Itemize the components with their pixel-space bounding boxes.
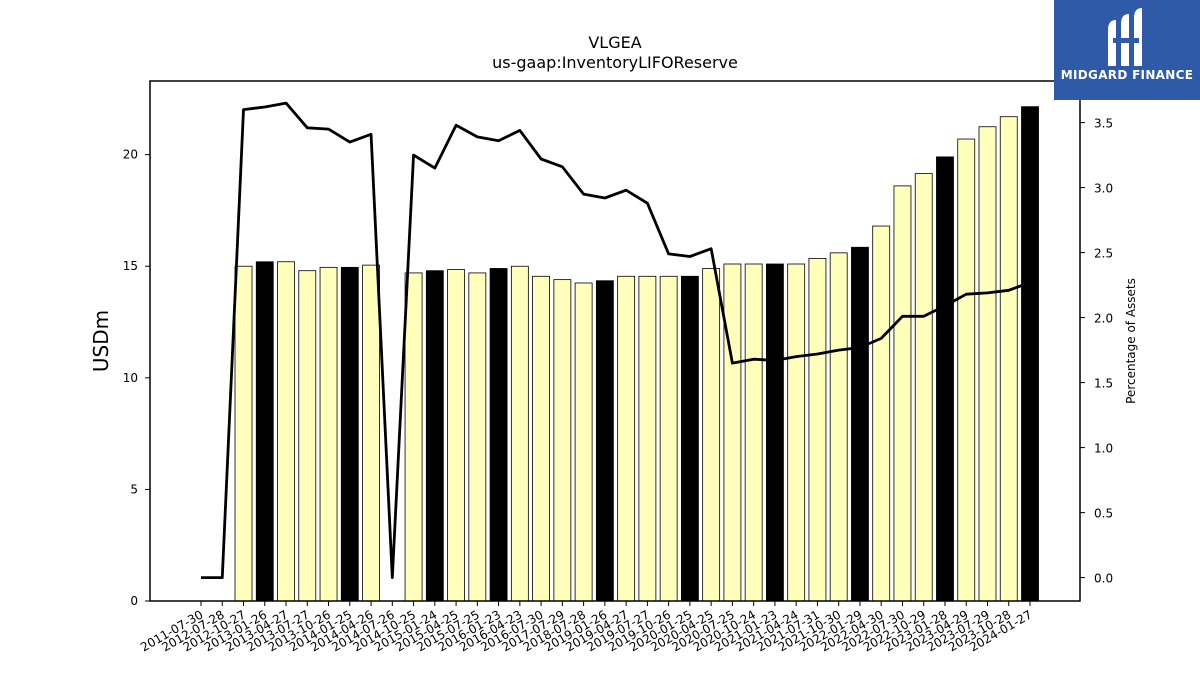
bar-2023-10-28 — [999, 116, 1018, 602]
bar-2023-04-29 — [957, 138, 976, 602]
chart-title: VLGEA — [588, 33, 641, 52]
bar-2017-07-29 — [553, 279, 572, 602]
percentage-of-assets-line — [201, 101, 1031, 579]
bar-2014-04-26 — [362, 264, 380, 602]
midgard-finance-logo: MIDGARD FINANCE — [1054, 0, 1200, 100]
chart-subtitle: us-gaap:InventoryLIFOReserve — [492, 53, 738, 72]
x-axis: 2011-07-302012-07-282012-10-272013-01-26… — [138, 601, 1035, 654]
bar-2020-07-25 — [723, 263, 742, 602]
bar-2020-04-25 — [702, 268, 721, 602]
bar-2022-07-30 — [893, 185, 912, 602]
bar-2019-01-26 — [595, 280, 614, 602]
y-tick-label-right: 0.0 — [1094, 572, 1113, 586]
y-tick-label-right: 3.5 — [1094, 117, 1113, 131]
y-tick-label-right: 0.5 — [1094, 507, 1113, 521]
bar-2013-01-26 — [255, 261, 274, 602]
bar-2021-01-23 — [766, 263, 784, 602]
bar-2012-10-27 — [234, 265, 253, 602]
bar-2024-01-27 — [1021, 106, 1039, 602]
bar-2021-10-30 — [829, 252, 848, 602]
bar-series — [234, 106, 1039, 602]
bar-2015-01-24 — [425, 270, 444, 602]
bar-2014-01-25 — [340, 266, 359, 602]
y-tick-label-left: 20 — [123, 148, 138, 162]
bar-2016-04-23 — [510, 265, 529, 602]
bar-2019-07-27 — [638, 275, 657, 602]
bar-2016-07-30 — [532, 275, 551, 602]
bar-2020-01-25 — [680, 275, 699, 602]
line-series — [201, 101, 1031, 579]
bar-2015-04-25 — [447, 269, 465, 602]
midgard-logo-icon — [1108, 8, 1142, 66]
y-tick-label-left: 5 — [130, 482, 138, 496]
bar-2023-07-29 — [978, 126, 997, 602]
bar-2013-10-26 — [319, 266, 338, 602]
y-tick-label-right: 2.0 — [1094, 312, 1113, 326]
bar-2021-07-31 — [808, 258, 827, 602]
y-tick-label-left: 0 — [130, 594, 138, 608]
bar-2020-10-24 — [744, 263, 763, 602]
bar-2022-04-30 — [872, 225, 891, 602]
y-tick-label-right: 3.0 — [1094, 182, 1113, 196]
y-tick-label-left: 15 — [123, 259, 138, 273]
y-tick-label-right: 1.5 — [1094, 377, 1113, 391]
bar-2022-01-29 — [851, 246, 869, 602]
y-axis-left: 0 5 10 15 20 — [123, 148, 150, 608]
bar-2018-07-28 — [574, 282, 593, 602]
bar-2013-07-27 — [298, 270, 317, 602]
bar-2021-04-24 — [787, 263, 806, 602]
bar-2022-10-29 — [914, 173, 933, 602]
y-axis-label-right: Percentage of Assets — [1124, 278, 1138, 404]
bar-2014-10-25 — [404, 272, 423, 602]
y-axis-right: 0.0 0.5 1.0 1.5 2.0 2.5 3.0 3.5 — [1080, 117, 1113, 586]
y-tick-label-right: 1.0 — [1094, 442, 1113, 456]
bar-2016-01-23 — [489, 268, 508, 602]
bar-2013-04-27 — [277, 261, 295, 602]
y-tick-label-right: 2.5 — [1094, 247, 1113, 261]
bar-2019-04-27 — [617, 275, 636, 602]
bar-2015-07-25 — [468, 272, 487, 602]
y-axis-label-left: USDm — [89, 310, 113, 372]
bar-2023-01-28 — [936, 156, 954, 602]
bar-2019-10-26 — [659, 275, 678, 602]
logo-brand-text: MIDGARD FINANCE — [1060, 68, 1194, 82]
plot-frame — [149, 80, 1081, 602]
y-tick-label-left: 10 — [123, 371, 138, 385]
